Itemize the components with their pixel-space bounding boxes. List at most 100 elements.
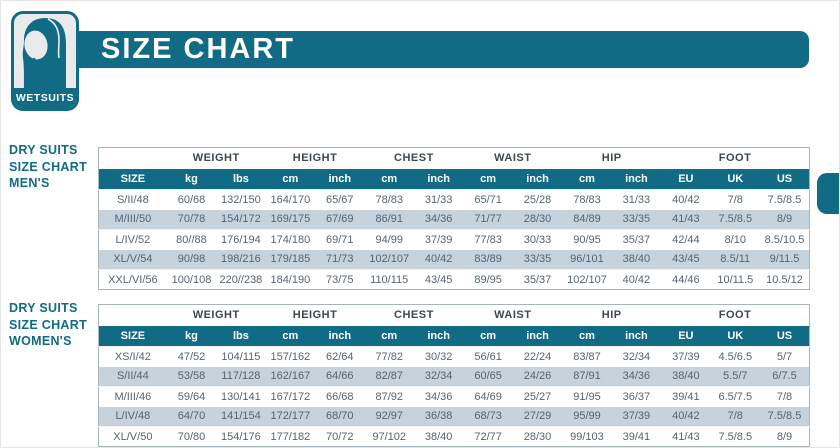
- value-cell: 154/172: [216, 209, 266, 230]
- value-cell: 102/107: [562, 269, 612, 290]
- value-cell: 72/77: [463, 426, 513, 447]
- value-cell: 39/41: [661, 386, 711, 407]
- value-cell: 5.5/7: [710, 366, 760, 387]
- value-cell: 77/82: [364, 346, 414, 367]
- value-cell: 84/89: [562, 209, 612, 230]
- value-cell: 100/108: [166, 269, 217, 290]
- value-cell: 62/64: [315, 346, 365, 367]
- column-header-cm: cm: [364, 325, 414, 347]
- value-cell: 169/175: [265, 209, 316, 230]
- value-cell: 95/99: [562, 406, 612, 427]
- column-group-chest: CHEST: [364, 304, 464, 326]
- value-cell: 40/42: [611, 269, 662, 290]
- size-row-xl-v-54: XL/V/54 90/98 198/216 179/185 71/73 102/107 40…: [98, 249, 810, 270]
- size-row-l-iv-48: L/IV/48 64/70 141/154 172/177 68/70 92/97 36/3…: [98, 406, 810, 427]
- value-cell: 34/36: [611, 366, 662, 387]
- value-cell: 70/78: [166, 209, 217, 230]
- value-cell: 7.5/8.5: [760, 189, 810, 210]
- value-cell: 90/95: [562, 229, 612, 250]
- value-cell: 32/34: [413, 366, 464, 387]
- value-cell: 40/42: [661, 406, 711, 427]
- value-cell: 40/42: [413, 249, 464, 270]
- size-row-s-ii-44: S/II/44 53/58 117/128 162/167 64/66 82/87 32/3…: [98, 366, 810, 387]
- value-cell: 8.5/11: [710, 249, 760, 270]
- wetsuits-logo: WETSUITS: [11, 11, 79, 111]
- size-cell: M/III/46: [98, 386, 167, 407]
- value-cell: 38/40: [661, 366, 711, 387]
- value-cell: 36/37: [611, 386, 662, 407]
- logo-label: WETSUITS: [14, 88, 76, 108]
- value-cell: 37/39: [661, 346, 711, 367]
- womens-size-table: WEIGHT HEIGHT CHEST WAIST HIP FOOT SIZE kg lbs cm…: [98, 304, 810, 447]
- value-cell: 10/11.5: [710, 269, 760, 290]
- value-cell: 42/44: [661, 229, 711, 250]
- value-cell: 89/95: [463, 269, 513, 290]
- column-group-waist: WAIST: [463, 304, 563, 326]
- value-cell: 90/98: [166, 249, 217, 270]
- value-cell: 59/64: [166, 386, 217, 407]
- value-cell: 60/65: [463, 366, 513, 387]
- column-group-weight: WEIGHT: [166, 147, 266, 169]
- size-row-xs-i-42: XS/I/42 47/52 104/115 157/162 62/64 77/82 30/3…: [98, 346, 810, 367]
- value-cell: 32/34: [611, 346, 662, 367]
- value-cell: 87/92: [364, 386, 414, 407]
- size-row-l-iv-52: L/IV/52 80//88 176/194 174/180 69/71 94/99 37/…: [98, 229, 810, 250]
- value-cell: 35/37: [512, 269, 563, 290]
- value-cell: 68/70: [315, 406, 365, 427]
- value-cell: 176/194: [216, 229, 266, 250]
- value-cell: 40/42: [661, 189, 711, 210]
- value-cell: 104/115: [216, 346, 266, 367]
- column-header-inch: inch: [315, 325, 365, 347]
- column-header-inch: inch: [413, 168, 464, 190]
- size-cell: S/II/48: [98, 189, 167, 210]
- column-header-inch: inch: [512, 325, 563, 347]
- size-cell: S/II/44: [98, 366, 167, 387]
- value-cell: 31/33: [611, 189, 662, 210]
- value-cell: 7/8: [710, 406, 760, 427]
- value-cell: 43/45: [413, 269, 464, 290]
- value-cell: 96/101: [562, 249, 612, 270]
- value-cell: 69/71: [315, 229, 365, 250]
- slide-out-tab[interactable]: [817, 173, 839, 214]
- value-cell: 24/26: [512, 366, 563, 387]
- value-cell: 132/150: [216, 189, 266, 210]
- wetsuit-hood-icon: [22, 18, 66, 90]
- column-group-row: WEIGHT HEIGHT CHEST WAIST HIP FOOT: [98, 147, 810, 169]
- value-cell: 164/170: [265, 189, 316, 210]
- column-header-inch: inch: [413, 325, 464, 347]
- value-cell: 44/46: [661, 269, 711, 290]
- value-cell: 39/41: [611, 426, 662, 447]
- value-cell: 65/67: [315, 189, 365, 210]
- value-cell: 6.5/7.5: [710, 386, 760, 407]
- column-header-uk: UK: [710, 168, 760, 190]
- column-header-cm: cm: [562, 168, 612, 190]
- value-cell: 30/33: [512, 229, 563, 250]
- value-cell: 22/24: [512, 346, 563, 367]
- size-row-xl-v-50: XL/V/50 70/80 154/176 177/182 70/72 97/102 38/…: [98, 426, 810, 447]
- value-cell: 71/73: [315, 249, 365, 270]
- value-cell: 64/69: [463, 386, 513, 407]
- value-cell: 5/7: [760, 346, 810, 367]
- value-cell: 179/185: [265, 249, 316, 270]
- value-cell: 8/9: [760, 426, 810, 447]
- column-header-cm: cm: [562, 325, 612, 347]
- value-cell: 56/61: [463, 346, 513, 367]
- value-cell: 43/45: [661, 249, 711, 270]
- value-cell: 33/35: [512, 249, 563, 270]
- column-group-waist: WAIST: [463, 147, 563, 169]
- value-cell: 38/40: [413, 426, 464, 447]
- column-header-cm: cm: [265, 168, 316, 190]
- value-cell: 60/68: [166, 189, 217, 210]
- column-header-eu: EU: [661, 168, 711, 190]
- value-cell: 154/176: [216, 426, 266, 447]
- value-cell: 47/52: [166, 346, 217, 367]
- value-cell: 66/68: [315, 386, 365, 407]
- value-cell: 82/87: [364, 366, 414, 387]
- value-cell: 172/177: [265, 406, 316, 427]
- value-cell: 77/83: [463, 229, 513, 250]
- value-cell: 30/32: [413, 346, 464, 367]
- size-cell: XL/V/54: [98, 249, 167, 270]
- column-header-inch: inch: [611, 168, 662, 190]
- value-cell: 6/7.5: [760, 366, 810, 387]
